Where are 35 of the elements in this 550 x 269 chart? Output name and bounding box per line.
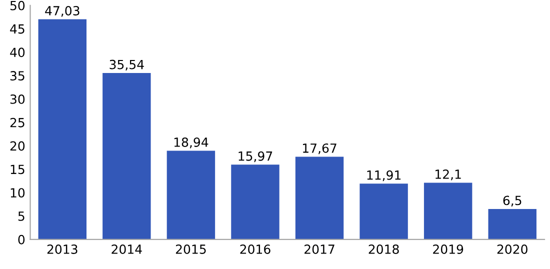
data-label: 47,03 [45, 6, 80, 17]
y-tick-label: 20 [10, 141, 25, 151]
data-label: 12,1 [436, 170, 461, 180]
x-tick-label: 2018 [368, 244, 399, 254]
y-tick-label: 45 [10, 24, 24, 34]
y-tick-label: 30 [10, 94, 25, 104]
bar [360, 184, 408, 240]
bar [424, 182, 472, 240]
y-tick-label: 35 [10, 71, 24, 81]
data-label: 11,91 [367, 170, 401, 182]
y-tick-label: 10 [10, 188, 25, 198]
data-label: 18,94 [174, 137, 208, 148]
data-label: 6,5 [503, 196, 522, 206]
bar [231, 164, 280, 240]
x-tick-label: 2020 [497, 244, 528, 254]
data-label: 35,54 [110, 60, 144, 71]
y-tick-label: 5 [18, 212, 24, 221]
bar [295, 156, 344, 240]
x-tick-label: 2013 [47, 244, 78, 254]
bar [488, 208, 536, 240]
y-tick-label: 25 [10, 118, 24, 128]
x-tick-label: 2019 [433, 244, 464, 254]
x-tick-label: 2017 [304, 244, 334, 254]
data-label: 17,67 [302, 143, 336, 154]
bar [102, 73, 151, 240]
y-tick-label: 40 [10, 48, 25, 58]
data-label: 15,97 [238, 151, 272, 162]
x-tick-label: 2014 [112, 244, 142, 254]
y-tick-label: 0 [18, 234, 25, 244]
bar [166, 150, 216, 240]
bar [38, 19, 86, 240]
y-tick-label: 15 [10, 164, 24, 174]
x-tick-label: 2016 [240, 244, 270, 254]
x-tick-label: 2015 [176, 244, 206, 254]
y-tick-label: 50 [10, 0, 25, 10]
